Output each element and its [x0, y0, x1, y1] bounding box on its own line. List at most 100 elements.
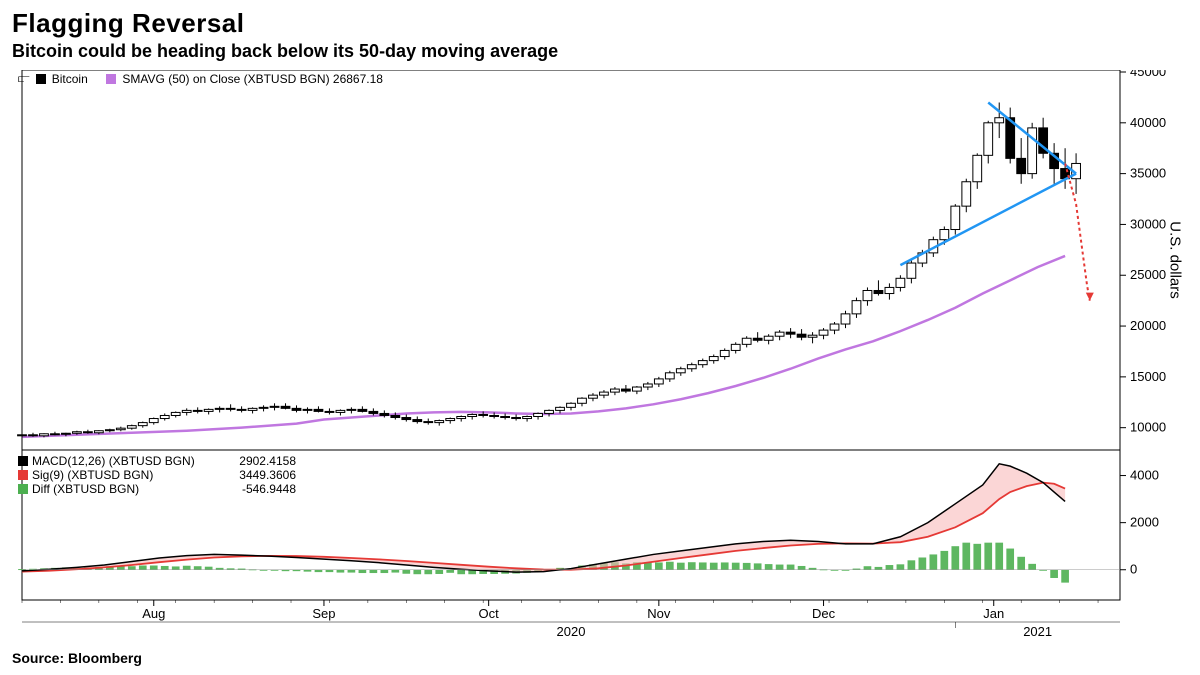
smavg-line: [22, 256, 1065, 437]
candle-body: [962, 182, 971, 206]
legend-macd: MACD(12,26) (XBTUSD BGN)2902.4158Sig(9) …: [18, 454, 296, 496]
candle-body: [270, 406, 279, 407]
diff-bar: [161, 566, 169, 570]
candle-body: [29, 435, 38, 436]
projection-arrow: [1065, 163, 1090, 300]
legend-item-label: Diff (XBTUSD BGN): [32, 482, 212, 496]
diff-bar: [710, 563, 718, 570]
candle-body: [709, 357, 718, 361]
candle-body: [490, 415, 499, 416]
candle-body: [501, 416, 510, 417]
candle-body: [237, 409, 246, 410]
chart-svg: 1000015000200002500030000350004000045000…: [12, 70, 1188, 646]
legend-item-value: 2902.4158: [216, 454, 296, 468]
diff-bar: [183, 566, 191, 570]
candle-body: [775, 332, 784, 336]
candle-body: [1017, 158, 1026, 173]
candle-body: [764, 336, 773, 340]
candle-body: [402, 418, 411, 420]
candle-body: [281, 406, 290, 408]
arrow-head-icon: [1086, 293, 1094, 301]
candle-body: [413, 420, 422, 422]
candle-body: [347, 409, 356, 410]
y-tick-label: 40000: [1130, 115, 1166, 130]
candle-body: [940, 230, 949, 240]
candle-body: [226, 408, 235, 409]
candle-body: [468, 414, 477, 416]
candle-body: [73, 432, 82, 434]
candle-body: [687, 365, 696, 369]
diff-bar: [919, 557, 927, 569]
diff-bar: [864, 566, 872, 570]
y-tick-label: 35000: [1130, 166, 1166, 181]
diff-bar: [413, 570, 421, 574]
candle-body: [380, 413, 389, 415]
x-tick-label: Aug: [142, 606, 165, 621]
candle-body: [479, 414, 488, 415]
diff-bar: [315, 570, 323, 572]
candle-body: [215, 408, 224, 409]
candle-body: [457, 416, 466, 418]
candle-body: [512, 418, 521, 419]
x-tick-label: Oct: [479, 606, 500, 621]
candle-body: [567, 403, 576, 407]
candle-body: [720, 350, 729, 356]
chart-subtitle: Bitcoin could be heading back below its …: [12, 41, 1188, 62]
diff-bar: [424, 570, 432, 574]
y-tick-label: 45000: [1130, 70, 1166, 79]
candle-body: [248, 408, 257, 410]
candle-body: [951, 206, 960, 229]
candle-body: [578, 398, 587, 403]
legend-item-value: -546.9448: [216, 482, 296, 496]
y-tick-label: 0: [1130, 562, 1137, 577]
candle-body: [676, 369, 685, 373]
diff-bar: [457, 570, 465, 574]
diff-bar: [194, 566, 202, 570]
diff-bar: [721, 562, 729, 569]
x-year-label: 2020: [557, 624, 586, 639]
candle-body: [654, 379, 663, 384]
y-axis-label: U.S. dollars: [1167, 221, 1184, 299]
y-tick-label: 15000: [1130, 369, 1166, 384]
chart-area: ⫍Bitcoin SMAVG (50) on Close (XBTUSD BGN…: [12, 70, 1188, 646]
y-tick-label: 25000: [1130, 267, 1166, 282]
candle-body: [171, 412, 180, 415]
candle-body: [138, 423, 147, 426]
x-tick-label: Dec: [812, 606, 836, 621]
candle-body: [973, 155, 982, 181]
candle-body: [896, 278, 905, 287]
diff-bar: [380, 570, 388, 573]
diff-bar: [150, 566, 158, 570]
candle-body: [545, 410, 554, 413]
candle-body: [907, 263, 916, 278]
candle-body: [336, 410, 345, 412]
diff-bar: [688, 562, 696, 570]
legend-top: ⫍Bitcoin SMAVG (50) on Close (XBTUSD BGN…: [18, 72, 383, 86]
candle-body: [435, 421, 444, 423]
candle-body: [742, 338, 751, 344]
diff-bar: [1017, 557, 1025, 570]
diff-bar: [798, 566, 806, 570]
diff-bar: [940, 551, 948, 570]
legend-item-label: SMAVG (50) on Close (XBTUSD BGN) 26867.1…: [122, 72, 383, 86]
candle-body: [292, 408, 301, 410]
diff-bar: [326, 570, 334, 572]
diff-bar: [765, 564, 773, 570]
candle-body: [665, 373, 674, 379]
candle-body: [808, 335, 817, 337]
diff-bar: [809, 568, 817, 570]
y-tick-label: 4000: [1130, 468, 1159, 483]
diff-bar: [951, 546, 959, 570]
legend-item-label: MACD(12,26) (XBTUSD BGN): [32, 454, 212, 468]
candle-body: [116, 428, 125, 430]
diff-bar: [962, 543, 970, 570]
y-tick-label: 20000: [1130, 318, 1166, 333]
diff-bar: [732, 563, 740, 570]
candle-body: [127, 426, 136, 429]
candle-body: [786, 332, 795, 334]
candle-body: [51, 434, 60, 435]
legend-item-label: Bitcoin: [52, 72, 88, 86]
candle-body: [819, 330, 828, 335]
candle-body: [534, 413, 543, 416]
candle-body: [358, 409, 367, 411]
